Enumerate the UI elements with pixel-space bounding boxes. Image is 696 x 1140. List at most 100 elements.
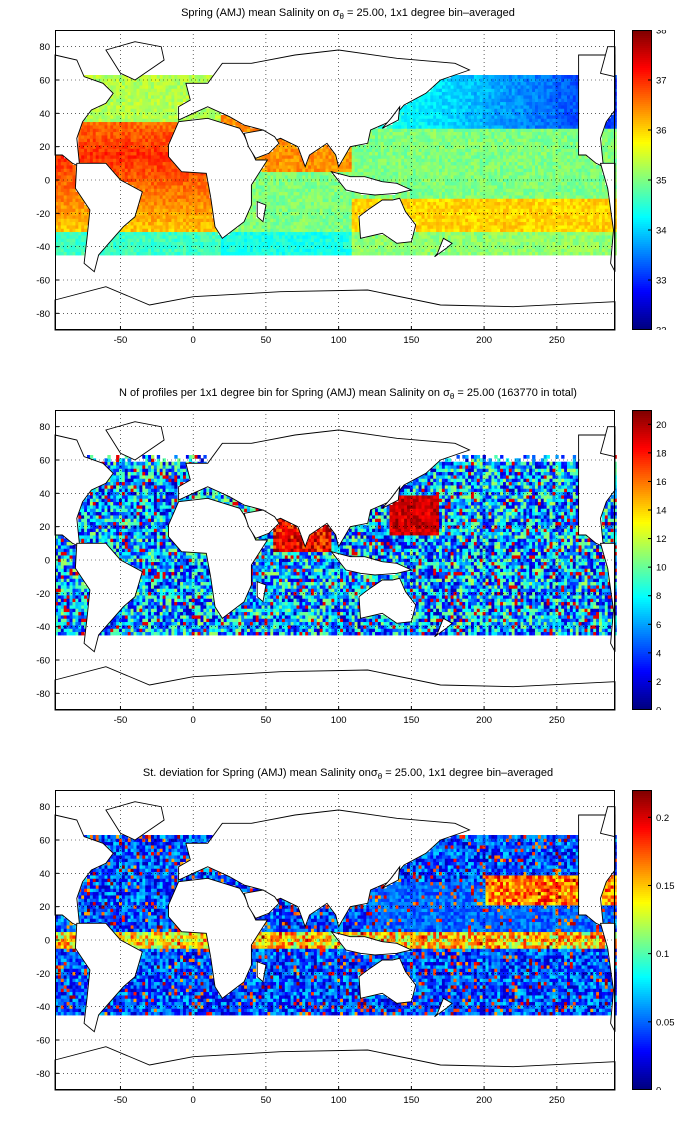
data-cell xyxy=(261,175,265,179)
data-cell xyxy=(581,248,585,253)
data-cell xyxy=(261,248,265,253)
data-cell xyxy=(357,198,361,203)
data-cell xyxy=(543,241,548,246)
data-cell xyxy=(380,245,385,249)
data-cell xyxy=(505,221,510,226)
data-cell xyxy=(511,211,516,216)
data-cell xyxy=(578,158,582,163)
data-cell xyxy=(348,198,353,203)
data-cell xyxy=(584,251,588,256)
data-cell xyxy=(511,198,516,203)
data-cell xyxy=(500,218,504,223)
data-cell xyxy=(421,205,425,209)
data-cell xyxy=(357,225,361,229)
data-cell xyxy=(430,158,434,163)
data-cell xyxy=(421,218,425,223)
data-cell xyxy=(465,198,469,203)
data-cell xyxy=(180,195,184,199)
data-cell xyxy=(497,185,501,189)
data-cell xyxy=(302,205,306,209)
data-cell xyxy=(87,211,91,216)
data-cell xyxy=(241,251,245,256)
data-cell xyxy=(564,188,568,193)
data-cell xyxy=(60,165,65,169)
data-cell xyxy=(514,195,518,199)
data-cell xyxy=(505,201,510,206)
data-cell xyxy=(159,191,164,196)
data-cell xyxy=(587,198,591,203)
data-cell xyxy=(497,188,501,193)
data-cell xyxy=(162,145,166,149)
data-cell xyxy=(572,191,577,196)
data-cell xyxy=(392,241,396,246)
data-cell xyxy=(264,161,268,166)
data-cell xyxy=(488,175,492,179)
data-cell xyxy=(412,245,417,249)
data-cell xyxy=(377,158,382,163)
data-cell xyxy=(290,165,294,169)
data-cell xyxy=(424,245,428,249)
data-cell xyxy=(543,231,548,236)
data-cell xyxy=(287,248,292,253)
data-cell xyxy=(607,228,612,233)
data-cell xyxy=(55,248,59,253)
data-cell xyxy=(497,181,501,186)
data-cell xyxy=(366,248,370,253)
data-cell xyxy=(369,158,373,163)
data-cell xyxy=(514,188,518,193)
data-cell xyxy=(581,235,585,239)
data-cell xyxy=(340,218,344,223)
data-cell xyxy=(540,175,545,179)
data-cell xyxy=(284,165,289,169)
data-cell xyxy=(84,211,88,216)
data-cell xyxy=(331,251,335,256)
data-cell xyxy=(436,158,440,163)
data-cell xyxy=(322,248,326,253)
data-cell xyxy=(372,198,376,203)
data-cell xyxy=(567,195,571,199)
data-cell xyxy=(366,158,370,163)
data-cell xyxy=(290,211,294,216)
data-cell xyxy=(75,191,79,196)
data-cell xyxy=(142,238,146,243)
data-cell xyxy=(194,235,198,239)
data-cell xyxy=(540,218,545,223)
data-cell xyxy=(401,201,405,206)
data-cell xyxy=(148,195,152,199)
data-cell xyxy=(188,245,193,249)
data-cell xyxy=(156,248,161,253)
data-cell xyxy=(505,155,510,159)
data-cell xyxy=(407,208,411,213)
data-cell xyxy=(572,205,577,209)
data-cell xyxy=(581,191,585,196)
data-cell xyxy=(203,208,207,213)
data-cell xyxy=(133,165,137,169)
data-cell xyxy=(447,188,452,193)
data-cell xyxy=(558,148,562,153)
data-cell xyxy=(497,155,501,159)
data-cell xyxy=(127,251,132,256)
data-cell xyxy=(63,168,68,173)
data-cell xyxy=(465,178,469,183)
data-cell xyxy=(343,225,347,229)
data-cell xyxy=(447,225,452,229)
data-cell xyxy=(133,155,137,159)
data-cell xyxy=(465,238,469,243)
data-cell xyxy=(136,161,140,166)
data-cell xyxy=(69,238,73,243)
data-cell xyxy=(357,191,361,196)
data-cell xyxy=(377,175,382,179)
data-cell xyxy=(578,225,582,229)
data-cell xyxy=(441,165,446,169)
data-cell xyxy=(279,158,283,163)
data-cell xyxy=(584,155,588,159)
data-cell xyxy=(194,215,198,219)
data-cell xyxy=(313,188,318,193)
data-cell xyxy=(267,251,271,256)
data-cell xyxy=(345,158,350,163)
data-cell xyxy=(599,248,603,253)
data-cell xyxy=(535,241,539,246)
data-cell xyxy=(139,251,143,256)
data-cell xyxy=(299,205,303,209)
data-cell xyxy=(311,195,315,199)
